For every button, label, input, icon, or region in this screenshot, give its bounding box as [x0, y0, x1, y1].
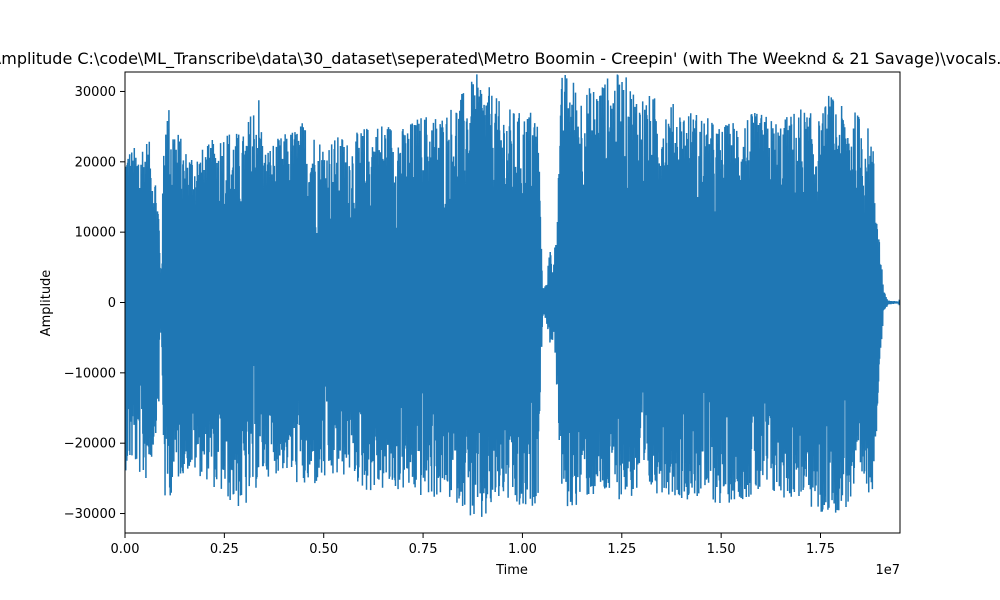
y-tick-label: −10000 — [64, 366, 116, 381]
x-tick-label: 0.00 — [111, 542, 140, 557]
waveform-series-vocals — [125, 74, 900, 517]
x-axis-offset-label: 1e7 — [875, 563, 900, 578]
y-tick-label: 30000 — [75, 85, 116, 100]
x-tick-label: 0.25 — [210, 542, 239, 557]
x-axis-label: Time — [495, 563, 528, 578]
chart-title: Amplitude C:\code\ML_Transcribe\data\30_… — [0, 49, 1000, 69]
y-axis-label: Amplitude — [39, 270, 54, 337]
y-tick-label: 10000 — [75, 226, 116, 241]
x-tick-label: 1.00 — [508, 542, 537, 557]
waveform-layer — [125, 74, 900, 517]
y-axis: −30000 −20000 −10000 0 10000 20000 30000 — [64, 85, 125, 522]
y-tick-label: −30000 — [64, 507, 116, 522]
x-tick-label: 0.50 — [309, 542, 338, 557]
y-tick-label: 20000 — [75, 155, 116, 170]
y-tick-label: 0 — [108, 296, 116, 311]
x-tick-label: 1.50 — [707, 542, 736, 557]
x-tick-label: 1.75 — [806, 542, 835, 557]
x-tick-label: 1.25 — [607, 542, 636, 557]
x-tick-label: 0.75 — [409, 542, 438, 557]
y-tick-label: −20000 — [64, 437, 116, 452]
x-axis: 0.00 0.25 0.50 0.75 1.00 1.25 1.50 1.75 — [111, 533, 835, 557]
